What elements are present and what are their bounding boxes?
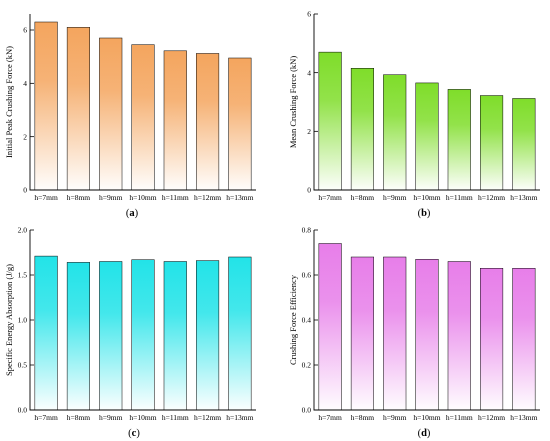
chart-c-plot: 0.0 0.5 1.0 1.5 2.0 h=7mm h=8mm h=9mm h=10mm h=11…	[4, 226, 256, 422]
ytick-label-d-0: 0.0	[302, 406, 312, 415]
ylabel-b: Mean Crushing Force (kN)	[288, 56, 298, 148]
xtick-label-d-1: h=8mm	[351, 413, 375, 422]
bar-c-h=11mm	[163, 261, 187, 411]
bar-d-h=11mm	[447, 261, 471, 411]
xtick-label-d-4: h=11mm	[446, 413, 473, 422]
panel-a: 0 2 4 6 h=7mm h=8mm h=9mm h=10mm h=11mm h=12mm h=1…	[4, 14, 256, 219]
chart-a-plot: 0 2 4 6 h=7mm h=8mm h=9mm h=10mm h=11mm h=12mm h=1…	[4, 14, 256, 202]
xtick-label-c-3: h=10mm	[129, 413, 156, 422]
xtick-label-a-0: h=7mm	[34, 193, 58, 202]
ytick-label-c-3: 1.5	[18, 271, 28, 280]
ytick-label-d-1: 0.2	[302, 361, 312, 370]
ytick-label-b-0: 0	[307, 186, 311, 195]
ytick-label-b-2: 4	[307, 68, 311, 77]
bar-a-h=8mm	[66, 27, 90, 191]
xtick-label-c-0: h=7mm	[34, 413, 58, 422]
xtick-label-a-2: h=9mm	[99, 193, 123, 202]
chart-b-plot: 0 2 4 6 h=7mm h=8mm h=9mm h=10mm h=11mm h=12mm h=1…	[288, 10, 540, 202]
bar-b-h=10mm	[415, 82, 439, 191]
ytick-label-a-2: 4	[23, 79, 27, 88]
ytick-label-d-4: 0.8	[302, 226, 312, 235]
bar-c-h=10mm	[131, 259, 155, 411]
ytick-label-b-3: 6	[307, 10, 311, 19]
bar-c-h=9mm	[99, 261, 123, 411]
bar-c-h=12mm	[196, 260, 220, 411]
bar-a-h=7mm	[34, 21, 58, 191]
bar-c-h=8mm	[66, 262, 90, 411]
xtick-label-b-4: h=11mm	[446, 193, 473, 202]
bar-d-h=7mm	[318, 243, 342, 411]
xtick-label-c-2: h=9mm	[99, 413, 123, 422]
ytick-label-a-1: 2	[23, 132, 27, 141]
bar-d-h=12mm	[480, 268, 504, 411]
xtick-label-b-2: h=9mm	[383, 193, 407, 202]
bar-a-h=11mm	[163, 50, 187, 191]
xtick-label-c-4: h=11mm	[162, 413, 189, 422]
ylabel-d: Crushing Force Efficiency	[288, 274, 298, 365]
bar-b-h=13mm	[512, 98, 536, 191]
xtick-label-a-1: h=8mm	[67, 193, 91, 202]
bar-b-h=11mm	[447, 89, 471, 191]
xtick-label-a-6: h=13mm	[226, 193, 253, 202]
panel-label-c: (c)	[128, 428, 140, 439]
bar-b-h=7mm	[318, 51, 342, 191]
bar-c-h=7mm	[34, 255, 58, 411]
panel-c: 0.0 0.5 1.0 1.5 2.0 h=7mm h=8mm h=9mm h=10mm h=11…	[4, 226, 256, 439]
xtick-label-a-5: h=12mm	[194, 193, 221, 202]
xtick-label-b-0: h=7mm	[318, 193, 342, 202]
bar-c-h=13mm	[228, 256, 252, 411]
xtick-label-d-2: h=9mm	[383, 413, 407, 422]
xtick-label-c-5: h=12mm	[194, 413, 221, 422]
xtick-label-b-6: h=13mm	[510, 193, 537, 202]
ylabel-a: Initial Peak Crushing Force (kN)	[4, 46, 14, 158]
bar-d-h=9mm	[383, 256, 407, 411]
xtick-label-d-0: h=7mm	[318, 413, 342, 422]
bar-b-h=8mm	[350, 68, 374, 191]
xtick-label-b-3: h=10mm	[413, 193, 440, 202]
xtick-label-b-5: h=12mm	[478, 193, 505, 202]
bar-d-h=13mm	[512, 268, 536, 411]
bar-a-h=9mm	[99, 37, 123, 191]
ytick-label-a-0: 0	[23, 186, 27, 195]
ytick-label-d-3: 0.6	[302, 271, 312, 280]
bar-b-h=9mm	[383, 74, 407, 191]
xtick-label-d-5: h=12mm	[478, 413, 505, 422]
xtick-label-c-1: h=8mm	[67, 413, 91, 422]
bar-a-h=12mm	[196, 53, 220, 191]
ytick-label-a-3: 6	[23, 26, 27, 35]
panel-d: 0.0 0.2 0.4 0.6 0.8 h=7mm h=8mm h=9mm h=10mm h=11…	[288, 226, 540, 439]
xtick-label-b-1: h=8mm	[351, 193, 375, 202]
ytick-label-d-2: 0.4	[302, 316, 312, 325]
xtick-label-a-3: h=10mm	[129, 193, 156, 202]
panel-label-b: (b)	[418, 208, 431, 219]
xtick-label-a-4: h=11mm	[162, 193, 189, 202]
bar-d-h=8mm	[350, 256, 374, 411]
panel-label-a: (a)	[126, 208, 139, 219]
bar-d-h=10mm	[415, 259, 439, 411]
xtick-label-d-3: h=10mm	[413, 413, 440, 422]
bar-b-h=12mm	[480, 95, 504, 191]
chart-d-plot: 0.0 0.2 0.4 0.6 0.8 h=7mm h=8mm h=9mm h=10mm h=11…	[288, 226, 540, 422]
ylabel-c: Specific Energy Absorption (J/g)	[4, 264, 14, 376]
xtick-label-c-6: h=13mm	[226, 413, 253, 422]
xtick-label-d-6: h=13mm	[510, 413, 537, 422]
ytick-label-c-2: 1.0	[18, 316, 28, 325]
panel-label-d: (d)	[418, 428, 431, 439]
bar-a-h=10mm	[131, 44, 155, 191]
ytick-label-c-0: 0.0	[18, 406, 28, 415]
ytick-label-b-1: 2	[307, 127, 311, 136]
bar-a-h=13mm	[228, 57, 252, 191]
ytick-label-c-4: 2.0	[18, 226, 28, 235]
panel-b: 0 2 4 6 h=7mm h=8mm h=9mm h=10mm h=11mm h=12mm h=1…	[288, 10, 540, 219]
ytick-label-c-1: 0.5	[18, 361, 28, 370]
